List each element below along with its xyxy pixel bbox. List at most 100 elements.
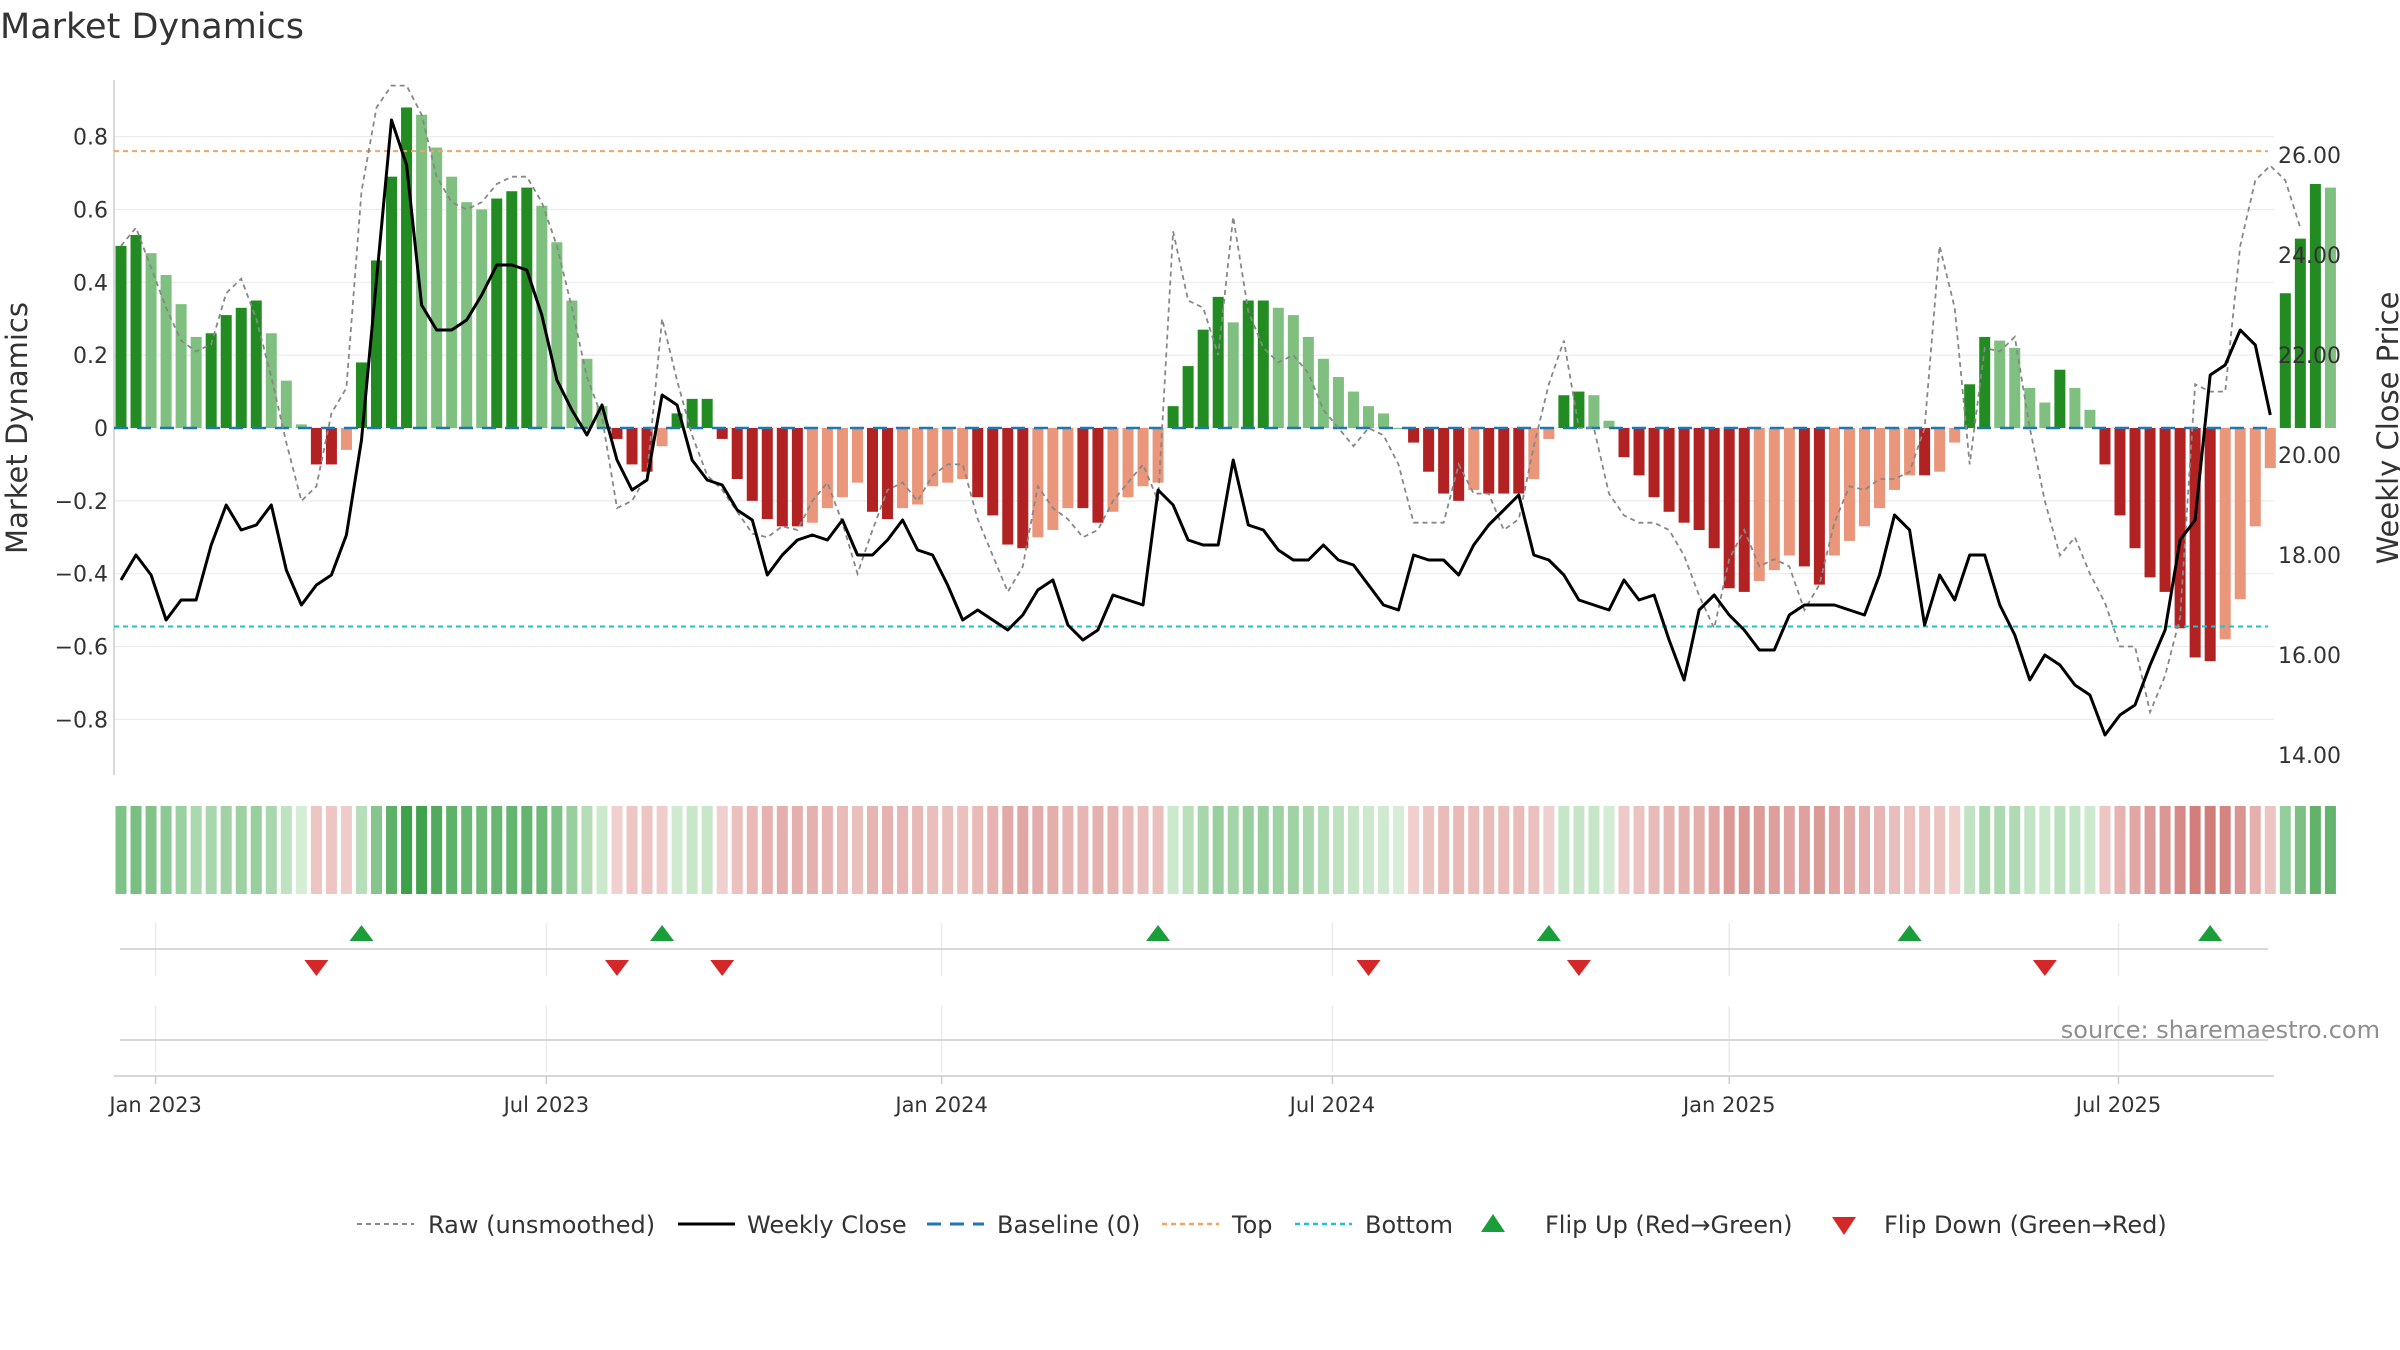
heatmap-cell	[220, 806, 232, 894]
heatmap-cell	[566, 806, 578, 894]
heatmap-cell	[2099, 806, 2111, 894]
heatmap-cell	[596, 806, 608, 894]
heatmap-cell	[1603, 806, 1615, 894]
heatmap-cell	[2189, 806, 2201, 894]
heatmap-cell	[2279, 806, 2291, 894]
flip-down-marker	[710, 960, 735, 976]
heatmap-cell	[1468, 806, 1480, 894]
dynamics-bar	[145, 253, 157, 428]
heatmap-cell	[1362, 806, 1374, 894]
heatmap-cell	[1618, 806, 1630, 894]
heatmap-cell	[551, 806, 563, 894]
dynamics-bar	[1979, 336, 1991, 428]
heatmap-cell	[2129, 806, 2141, 894]
heatmap-cell	[160, 806, 172, 894]
flip-markers	[304, 925, 2223, 976]
heatmap-cell	[1874, 806, 1886, 894]
dynamics-bar	[160, 275, 172, 428]
dynamics-bar	[1362, 406, 1374, 428]
dynamics-bar	[1964, 384, 1976, 428]
heatmap-cell	[401, 806, 413, 894]
legend-flip-down-label: Flip Down (Green→Red)	[1884, 1211, 2167, 1239]
dynamics-bar	[2189, 428, 2201, 658]
dynamics-bar	[1483, 428, 1495, 494]
dynamics-bar	[761, 428, 773, 520]
heatmap-cell	[1708, 806, 1720, 894]
legend-flip-up-label: Flip Up (Red→Green)	[1545, 1211, 1793, 1239]
heatmap-cell	[2024, 806, 2036, 894]
heatmap-cell	[1633, 806, 1645, 894]
heatmap-cell	[716, 806, 728, 894]
heatmap-cell	[1062, 806, 1074, 894]
dynamics-bar	[1092, 428, 1104, 523]
heatmap-cell	[1393, 806, 1405, 894]
heatmap-cell	[2054, 806, 2066, 894]
heatmap-cell	[2084, 806, 2096, 894]
dynamics-bar	[1032, 428, 1044, 538]
dynamics-bar	[491, 198, 503, 428]
left-axis-ticks: 0.8 0.6 0.4 0.2 0 −0.2 −0.4 −0.6 −0.8	[55, 126, 108, 734]
heatmap-cell	[1994, 806, 2006, 894]
heatmap-cell	[2264, 806, 2276, 894]
heatmap-cell	[972, 806, 984, 894]
heatmap-cell	[1678, 806, 1690, 894]
dynamics-bar	[2249, 428, 2261, 527]
dynamics-bar	[386, 176, 398, 428]
flip-up-marker	[1146, 925, 1171, 941]
heatmap-cell	[746, 806, 758, 894]
legend-raw-label: Raw (unsmoothed)	[428, 1211, 655, 1239]
heatmap-cell	[115, 806, 127, 894]
dynamics-bar	[1378, 413, 1390, 428]
dynamics-bar	[115, 245, 127, 428]
heatmap-cell	[1979, 806, 1991, 894]
dynamics-bar	[867, 428, 878, 512]
source-text: source: sharemaestro.com	[2061, 1016, 2380, 1044]
heatmap-cell	[2249, 806, 2261, 894]
heatmap-cell	[1332, 806, 1344, 894]
heatmap-cell	[1197, 806, 1209, 894]
heatmap-cell	[1167, 806, 1179, 894]
dynamics-bar	[791, 428, 803, 527]
dynamics-bar	[1813, 428, 1825, 585]
dynamics-bar	[1874, 428, 1886, 509]
dynamics-bar	[1723, 428, 1735, 589]
heatmap-cell	[1843, 806, 1855, 894]
flip-up-marker	[349, 925, 374, 941]
x-tick-label: Jan 2025	[1681, 1093, 1776, 1117]
dynamics-bar	[2174, 428, 2186, 629]
heatmap-cell	[1378, 806, 1390, 894]
heatmap-cell	[836, 806, 848, 894]
heatmap-cell	[1753, 806, 1765, 894]
dynamics-bar	[1438, 428, 1450, 494]
heatmap-cell	[1077, 806, 1089, 894]
heatmap-cell	[1964, 806, 1976, 894]
dynamics-bar	[1227, 322, 1239, 428]
heatmap-cell	[190, 806, 202, 894]
heatmap-cell	[1558, 806, 1570, 894]
heatmap-cell	[416, 806, 428, 894]
dynamics-bar	[1919, 428, 1931, 476]
flip-up-marker	[1536, 925, 1561, 941]
dynamics-bar	[626, 428, 638, 465]
dynamics-bar	[190, 336, 202, 428]
y2-tick-label: 26.00	[2278, 144, 2341, 169]
dynamics-bar	[1167, 406, 1179, 428]
y-axis-label: Market Dynamics	[0, 302, 34, 554]
heatmap-cell	[1408, 806, 1420, 894]
dynamics-bar	[2069, 387, 2081, 428]
heatmap-cell	[1227, 806, 1239, 894]
heatmap-cell	[1693, 806, 1705, 894]
dynamics-bar	[1287, 315, 1299, 428]
heatmap-cell	[1919, 806, 1931, 894]
dynamics-bar	[2099, 428, 2111, 465]
dynamics-bar	[1708, 428, 1720, 549]
heatmap-cell	[1182, 806, 1194, 894]
heatmap-cell	[1934, 806, 1946, 894]
y2-axis-label: Weekly Close Price	[2371, 292, 2400, 565]
flip-down-marker	[2032, 960, 2057, 976]
raw-unsmoothed-line	[120, 84, 2302, 716]
heatmap-cell	[1738, 806, 1750, 894]
dynamics-bar	[1783, 428, 1795, 556]
dynamics-bar	[2294, 238, 2306, 428]
